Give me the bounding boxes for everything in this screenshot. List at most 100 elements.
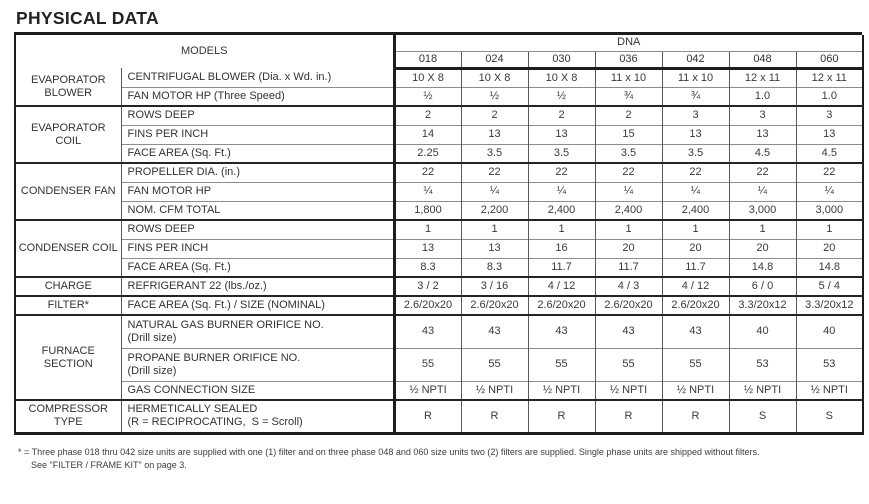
table-row: FURNACE SECTION NATURAL GAS BURNER ORIFIC… xyxy=(14,314,864,400)
value-cell: ½ xyxy=(460,86,528,106)
table-row: FACE AREA (Sq. Ft.) 2.25 3.5 3.5 3.5 3.5 4.5 4.… xyxy=(15,143,864,163)
value-cell: 11.7 xyxy=(661,257,729,277)
value-cell: S xyxy=(728,399,796,433)
value-cell: 4.5 xyxy=(795,143,864,163)
value-cell: 3.5 xyxy=(527,143,595,163)
value-cell: 16 xyxy=(527,238,595,258)
value-cell: 1 xyxy=(594,219,662,239)
value-cell: 3 xyxy=(795,105,864,125)
value-cell: 1 xyxy=(527,219,595,239)
spec-label-line: NATURAL GAS BURNER ORIFICE NO. xyxy=(127,318,324,331)
value-cell: 1 xyxy=(728,219,796,239)
value-cell: 13 xyxy=(527,124,595,144)
value-cell: 2 xyxy=(527,105,595,125)
header-row-series: MODELS DNA xyxy=(14,35,864,68)
value-cell: R xyxy=(594,399,662,433)
value-cell: 5 / 4 xyxy=(795,276,864,296)
value-cell: 15 xyxy=(594,124,662,144)
value-cell: 40 xyxy=(728,314,796,348)
value-cell: 12 x 11 xyxy=(795,68,864,87)
value-cell: 22 xyxy=(661,162,729,182)
value-cell: 22 xyxy=(392,162,461,182)
spec-label-cell: FAN MOTOR HP (Three Speed) xyxy=(120,86,394,106)
spec-label-line: FINS PER INCH xyxy=(127,128,209,141)
table-row: NOM. CFM TOTAL 1,800 2,200 2,400 2,400 2,400 3… xyxy=(15,200,864,220)
model-column-header: 042 xyxy=(661,50,729,70)
spec-label-cell: FACE AREA (Sq. Ft.) / SIZE (NOMINAL) xyxy=(120,295,394,315)
document-page: PHYSICAL DATA MODELS DNA 018 024 030 036 042 04… xyxy=(14,8,865,470)
value-cell: 20 xyxy=(594,238,662,258)
value-cell: 10 X 8 xyxy=(527,68,595,87)
value-cell: 2,400 xyxy=(594,200,662,220)
value-cell: 3 / 2 xyxy=(392,276,461,296)
spec-label-cell: GAS CONNECTION SIZE xyxy=(120,380,394,400)
spec-label-line: PROPANE BURNER ORIFICE NO. xyxy=(127,351,301,364)
value-cell: 11 x 10 xyxy=(594,68,662,87)
table-row: EVAPORATOR COIL ROWS DEEP 2 2 2 2 3 3 3 xyxy=(14,105,864,163)
value-cell: 13 xyxy=(392,238,461,258)
value-cell: ¼ xyxy=(392,181,461,201)
value-cell: ¼ xyxy=(527,181,595,201)
value-cell: 3 xyxy=(728,105,796,125)
table-row: PROPANE BURNER ORIFICE NO. (Drill size) 55… xyxy=(15,347,864,381)
table-row: FACE AREA (Sq. Ft.) 8.3 8.3 11.7 11.7 11.7 14.… xyxy=(15,257,864,277)
table-row: GAS CONNECTION SIZE ½ NPTI ½ NPTI ½ NPTI ½ N… xyxy=(15,380,864,400)
spec-label-line: FAN MOTOR HP (Three Speed) xyxy=(127,89,285,102)
table-row: COMPRESSOR TYPE HERMETICALLY SEALED (R = R… xyxy=(14,399,864,433)
value-cell: 1.0 xyxy=(728,86,796,106)
category-cell: FILTER* xyxy=(14,295,121,315)
spec-label-cell: FAN MOTOR HP xyxy=(120,181,394,201)
table-row: CONDENSER FAN PROPELLER DIA. (in.) 22 22 22 2… xyxy=(14,162,864,220)
spec-label-line: FACE AREA (Sq. Ft.) / SIZE (NOMINAL) xyxy=(127,299,325,312)
value-cell: 2,400 xyxy=(661,200,729,220)
table-header: MODELS DNA 018 024 030 036 042 048 060 xyxy=(14,35,864,70)
value-cell: 43 xyxy=(527,314,595,348)
category-cell: COMPRESSOR TYPE xyxy=(14,399,121,433)
value-cell: 11.7 xyxy=(527,257,595,277)
value-cell: S xyxy=(795,399,864,433)
table-row: FAN MOTOR HP (Three Speed) ½ ½ ½ ¾ ¾ 1.0 1.0 xyxy=(15,86,864,106)
value-cell: R xyxy=(661,399,729,433)
value-cell: 2,400 xyxy=(527,200,595,220)
value-cell: ¾ xyxy=(594,86,662,106)
category-cell: CONDENSER COIL xyxy=(14,219,121,277)
value-cell: 10 X 8 xyxy=(460,68,528,87)
value-cell: 3.5 xyxy=(594,143,662,163)
value-cell: 55 xyxy=(392,347,461,381)
value-cell: 13 xyxy=(661,124,729,144)
models-header-cell: MODELS xyxy=(14,35,394,68)
value-cell: 20 xyxy=(728,238,796,258)
spec-label-cell: NATURAL GAS BURNER ORIFICE NO. (Drill siz… xyxy=(120,314,394,348)
value-cell: ½ NPTI xyxy=(392,380,461,400)
value-cell: 1 xyxy=(392,219,461,239)
table-row: FAN MOTOR HP ¼ ¼ ¼ ¼ ¼ ¼ ¼ xyxy=(15,181,864,201)
model-column-header: 048 xyxy=(728,50,796,70)
value-cell: R xyxy=(527,399,595,433)
value-cell: 55 xyxy=(460,347,528,381)
value-cell: 13 xyxy=(728,124,796,144)
value-cell: R xyxy=(392,399,461,433)
value-cell: 4 / 12 xyxy=(527,276,595,296)
model-column-header: 018 xyxy=(392,50,461,70)
value-cell: 43 xyxy=(392,314,461,348)
value-cell: 3 xyxy=(661,105,729,125)
value-cell: 40 xyxy=(795,314,864,348)
value-cell: 3,000 xyxy=(728,200,796,220)
physical-data-table: MODELS DNA 018 024 030 036 042 048 060 EVAPORATO… xyxy=(14,35,865,435)
table-row: CONDENSER COIL ROWS DEEP 1 1 1 1 1 1 1 xyxy=(14,219,864,277)
value-cell: 22 xyxy=(460,162,528,182)
spec-label-cell: NOM. CFM TOTAL xyxy=(120,200,394,220)
value-cell: 3.5 xyxy=(661,143,729,163)
spec-label-line: FINS PER INCH xyxy=(127,242,209,255)
spec-label-cell: REFRIGERANT 22 (lbs./oz.) xyxy=(120,276,394,296)
model-column-header: 030 xyxy=(527,50,595,70)
table-row: EVAPORATOR BLOWER CENTRIFUGAL BLOWER (Dia… xyxy=(14,68,864,106)
value-cell: 13 xyxy=(460,124,528,144)
category-cell: EVAPORATOR COIL xyxy=(14,105,121,163)
spec-label-line: NOM. CFM TOTAL xyxy=(127,203,221,216)
value-cell: 55 xyxy=(594,347,662,381)
table-body: EVAPORATOR BLOWER CENTRIFUGAL BLOWER (Dia… xyxy=(14,68,864,433)
spec-label-subline: (Drill size) xyxy=(127,364,177,377)
spec-label-subline: (Drill size) xyxy=(127,331,177,344)
